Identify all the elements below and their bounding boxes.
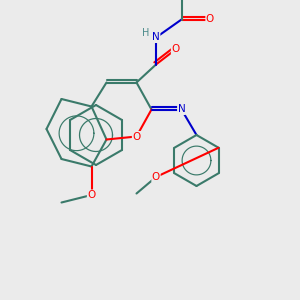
Text: O: O xyxy=(206,14,214,25)
Text: N: N xyxy=(152,32,160,43)
Text: O: O xyxy=(152,172,160,182)
Text: H: H xyxy=(142,28,149,38)
Text: O: O xyxy=(132,131,141,142)
Text: O: O xyxy=(87,190,96,200)
Text: O: O xyxy=(171,44,180,55)
Text: N: N xyxy=(178,104,185,115)
